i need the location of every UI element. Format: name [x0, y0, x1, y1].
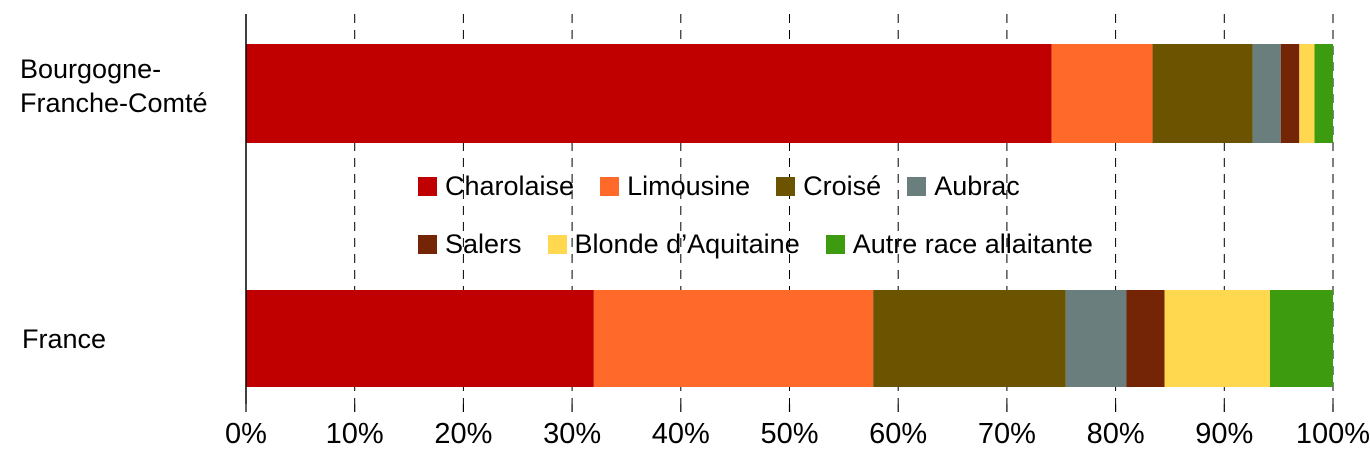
legend-label: Croisé	[803, 170, 882, 201]
x-tick-label: 10%	[325, 418, 384, 450]
legend-item: Salers	[418, 229, 522, 260]
x-tick-label: 40%	[651, 418, 710, 450]
legend-swatch	[547, 234, 567, 254]
category-label: France	[22, 324, 107, 354]
legend-label: Aubrac	[934, 170, 1020, 201]
bar-segment	[1051, 44, 1153, 143]
legend-label: Blonde d’Aquitaine	[574, 228, 800, 259]
legend-swatch	[825, 234, 845, 254]
legend-item: Limousine	[600, 171, 750, 202]
bar-segment	[246, 44, 1052, 143]
legend-item: Autre race allaitante	[825, 228, 1093, 260]
legend-swatch	[418, 176, 437, 196]
legend-item: Aubrac	[907, 171, 1020, 202]
legend-item: Croisé	[776, 171, 881, 202]
bar-segment	[1065, 290, 1127, 387]
legend-swatch	[600, 176, 620, 196]
legend-label: Limousine	[627, 170, 751, 201]
legend-label: Salers	[445, 228, 522, 259]
bar-segment	[1252, 44, 1281, 143]
bars	[246, 44, 1333, 387]
x-tick-label: 100%	[1295, 418, 1370, 450]
legend: Charolaise Limousine Croisé Aubrac Salers Blo…	[418, 166, 1119, 282]
bar-segment	[593, 290, 874, 387]
legend-row: Salers Blonde d’Aquitaine Autre race allai…	[418, 224, 1119, 264]
legend-item: Charolaise	[418, 171, 574, 202]
bar-segment	[246, 290, 594, 387]
legend-label: Charolaise	[445, 170, 575, 201]
x-tick-label: 60%	[869, 418, 928, 450]
x-tick-label: 70%	[977, 418, 1036, 450]
category-label: Bourgogne- Franche-Comté	[20, 54, 208, 118]
legend-row: Charolaise Limousine Croisé Aubrac	[418, 166, 1119, 206]
bar-segment	[1164, 290, 1270, 387]
bar-segment	[1269, 290, 1333, 387]
x-tick-label: 0%	[225, 418, 267, 450]
bar-segment	[873, 290, 1066, 387]
x-tick-label: 80%	[1086, 418, 1145, 450]
bar-segment	[1299, 44, 1315, 143]
x-tick-label: 20%	[434, 418, 493, 450]
legend-swatch	[907, 176, 927, 196]
bar-segment	[1126, 290, 1165, 387]
legend-item: Blonde d’Aquitaine	[547, 228, 800, 260]
legend-swatch	[418, 234, 437, 254]
x-tick-label: 50%	[760, 418, 819, 450]
x-tick-label: 90%	[1195, 418, 1254, 450]
bar-segment	[1314, 44, 1333, 143]
bar-segment	[1280, 44, 1300, 143]
legend-label: Autre race allaitante	[852, 228, 1093, 259]
bar-segment	[1152, 44, 1253, 143]
x-tick-label: 30%	[543, 418, 602, 450]
legend-swatch	[776, 176, 796, 196]
